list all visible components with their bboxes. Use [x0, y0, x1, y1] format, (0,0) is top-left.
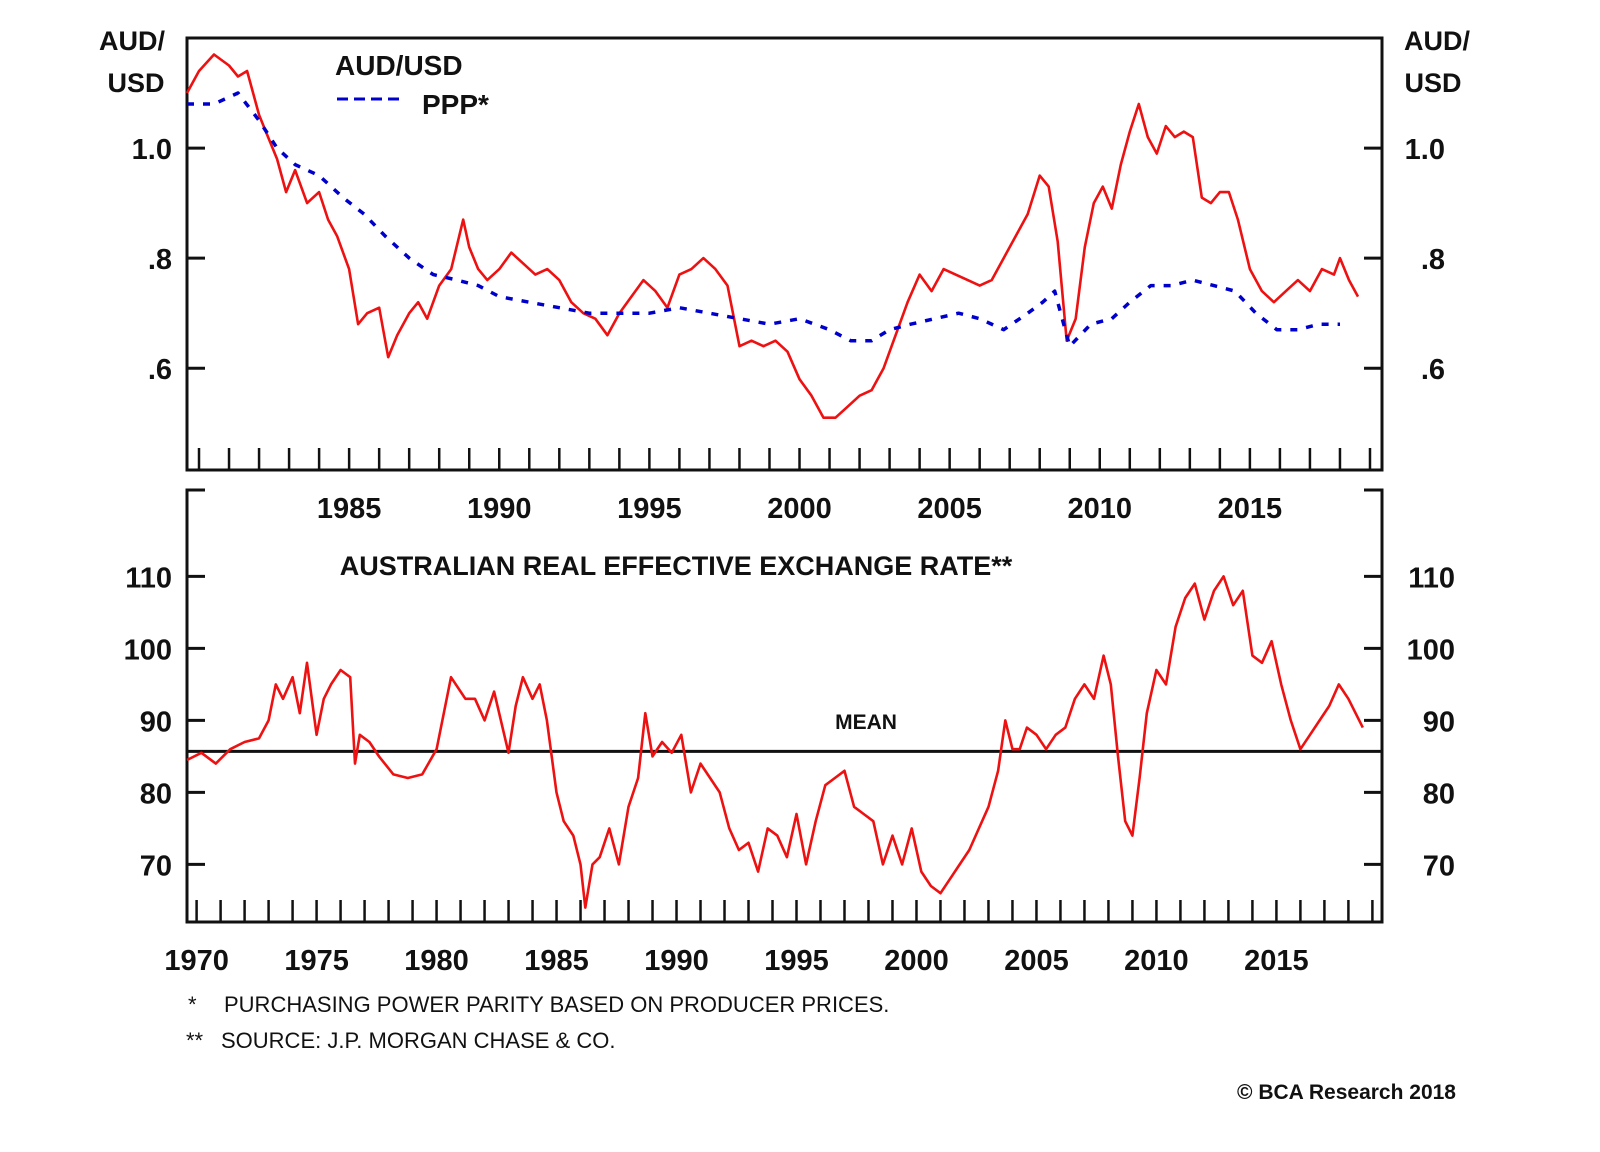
y-tick-label-left: 80 — [140, 778, 172, 810]
x-tick-label: 2015 — [1244, 945, 1309, 977]
x-tick-label: 2015 — [1218, 493, 1283, 525]
x-tick-label: 1995 — [617, 493, 682, 525]
x-tick-label: 1990 — [467, 493, 532, 525]
y-tick-label-left: 90 — [140, 706, 172, 738]
x-tick-label: 2005 — [917, 493, 982, 525]
y-tick-label-left: .6 — [148, 354, 172, 386]
legend: AUD/USD PPP* — [335, 50, 489, 120]
y-tick-label-right: 110 — [1408, 562, 1455, 594]
x-tick-label: 2010 — [1068, 493, 1133, 525]
y-tick-label-right: 100 — [1407, 634, 1455, 666]
legend-label-ppp: PPP* — [422, 89, 489, 120]
series-line-aud-usd — [187, 55, 1358, 418]
series-line-ppp — [187, 93, 1340, 346]
top-series — [187, 55, 1358, 418]
bottom-x-ticks: 1970 1975 1980 1985 1990 1995 2000 2005 2010 2015 — [164, 900, 1372, 977]
y-tick-label-left: .8 — [148, 244, 172, 276]
y-tick-label-left: 100 — [124, 634, 172, 666]
y-tick-label-left: 1.0 — [132, 134, 172, 166]
x-tick-label: 2010 — [1124, 945, 1189, 977]
series-line-reer — [187, 576, 1363, 907]
x-tick-label: 2005 — [1004, 945, 1069, 977]
chart-canvas: 1.0 1.0 .8 .8 .6 .6 1985 1990 1995 2000 2005 2010 2… — [0, 0, 1600, 1152]
legend-label-aud-usd: AUD/USD — [335, 50, 463, 81]
mean-label: MEAN — [835, 711, 897, 734]
x-tick-label: 1990 — [644, 945, 709, 977]
x-tick-label: 2000 — [767, 493, 832, 525]
x-tick-label: 1975 — [284, 945, 349, 977]
x-tick-label: 2000 — [884, 945, 949, 977]
y-tick-label-right: 70 — [1423, 850, 1455, 882]
top-right-unit-line1: AUD/ — [1404, 26, 1470, 56]
footnote-1-marker: * — [188, 992, 197, 1017]
x-tick-label: 1985 — [524, 945, 589, 977]
footnote-2-marker: ** — [186, 1028, 204, 1053]
y-tick-label-right: 90 — [1423, 706, 1455, 738]
bottom-y-ticks: 110 110 100 100 90 90 80 80 70 70 — [124, 562, 1455, 882]
y-tick-label-left: 110 — [125, 562, 172, 594]
top-x-ticks: 1985 1990 1995 2000 2005 2010 2015 — [199, 448, 1370, 525]
x-tick-label: 1980 — [404, 945, 469, 977]
y-tick-label-left: 70 — [140, 850, 172, 882]
top-right-unit-line2: USD — [1404, 68, 1461, 98]
footnote-2: SOURCE: J.P. MORGAN CHASE & CO. — [221, 1028, 615, 1053]
top-plot-frame — [187, 38, 1382, 470]
top-panel: 1.0 1.0 .8 .8 .6 .6 1985 1990 1995 2000 2005 2010 2… — [99, 26, 1470, 525]
y-tick-label-right: 80 — [1423, 778, 1455, 810]
footnotes: * PURCHASING POWER PARITY BASED ON PRODU… — [186, 992, 1456, 1104]
y-tick-label-right: .6 — [1421, 354, 1445, 386]
bottom-series — [187, 576, 1363, 907]
bottom-panel: 110 110 100 100 90 90 80 80 70 70 1970 1975 1980 198… — [124, 490, 1455, 977]
bottom-chart-title: AUSTRALIAN REAL EFFECTIVE EXCHANGE RATE*… — [340, 551, 1013, 581]
top-left-unit-line2: USD — [107, 68, 164, 98]
copyright: © BCA Research 2018 — [1237, 1081, 1456, 1104]
y-tick-label-right: .8 — [1421, 244, 1445, 276]
x-tick-label: 1995 — [764, 945, 829, 977]
x-tick-label: 1985 — [317, 493, 382, 525]
top-left-unit-line1: AUD/ — [99, 26, 165, 56]
x-tick-label: 1970 — [164, 945, 229, 977]
footnote-1: PURCHASING POWER PARITY BASED ON PRODUCE… — [224, 992, 889, 1017]
y-tick-label-right: 1.0 — [1405, 134, 1445, 166]
